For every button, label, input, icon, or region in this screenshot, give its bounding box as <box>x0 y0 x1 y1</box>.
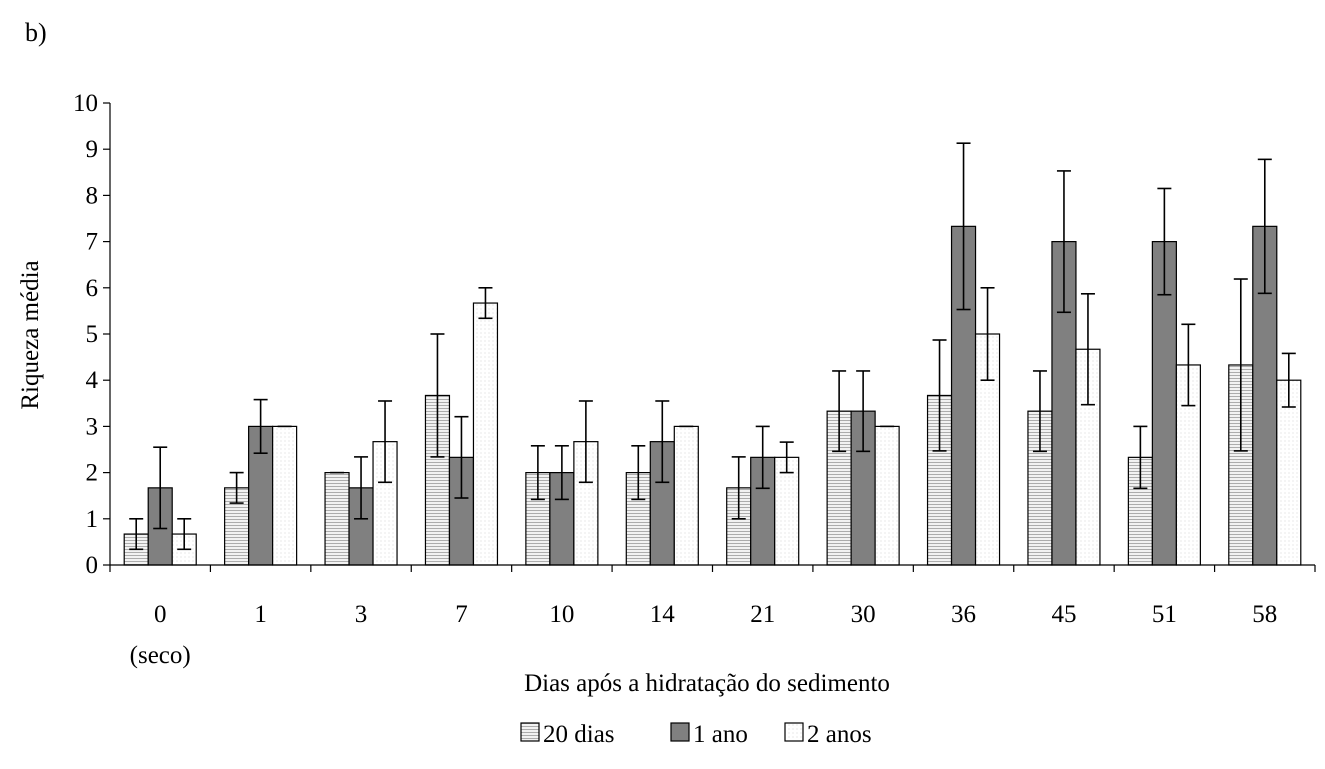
x-tick-label: 1 <box>254 601 267 628</box>
y-tick-label: 2 <box>86 460 99 487</box>
legend-label: 20 dias <box>543 721 615 748</box>
y-tick-label: 8 <box>86 182 99 209</box>
bar <box>272 425 298 566</box>
y-tick-label: 7 <box>86 229 99 256</box>
x-tick-label: 51 <box>1152 601 1177 628</box>
x-tick-label: 7 <box>455 601 468 628</box>
x-tick-label: 0 <box>154 601 167 628</box>
x-tick-label: 3 <box>355 601 368 628</box>
x-tick-label: 45 <box>1051 601 1076 628</box>
bar <box>774 456 800 566</box>
axes-layer <box>103 102 1316 572</box>
bar <box>1276 379 1302 566</box>
y-axis-label: Riqueza média <box>17 260 44 409</box>
bar <box>573 441 599 566</box>
panel-label: b) <box>25 18 47 47</box>
x-tick-label: 36 <box>951 601 976 628</box>
x-tick-label: 14 <box>650 601 676 628</box>
y-tick-label: 1 <box>86 506 99 533</box>
bar <box>673 425 699 566</box>
x-tick-sublabel: (seco) <box>130 642 191 669</box>
error-bars-layer <box>129 142 1296 551</box>
bar <box>874 425 900 566</box>
legend-swatch <box>520 722 540 742</box>
y-tick-label: 0 <box>86 552 99 579</box>
y-tick-label: 6 <box>86 275 99 302</box>
legend-label: 1 ano <box>693 721 748 748</box>
legend-swatch <box>670 722 690 742</box>
x-tick-label: 21 <box>750 601 775 628</box>
legend-swatch <box>784 722 804 742</box>
x-tick-label: 10 <box>549 601 574 628</box>
legend: 20 dias 1 ano 2 anos <box>520 721 872 748</box>
legend-label: 2 anos <box>807 721 872 748</box>
x-tick-label: 58 <box>1252 601 1277 628</box>
y-tick-label: 10 <box>73 90 98 117</box>
y-tick-label: 3 <box>86 413 99 440</box>
x-axis-label: Dias após a hidratação do sedimento <box>524 670 890 697</box>
bars-layer <box>123 225 1302 566</box>
bar <box>324 472 350 566</box>
x-tick-label: 30 <box>851 601 876 628</box>
bar <box>472 302 499 566</box>
y-tick-label: 4 <box>86 367 99 394</box>
y-tick-label: 5 <box>86 321 99 348</box>
y-tick-label: 9 <box>86 136 99 163</box>
